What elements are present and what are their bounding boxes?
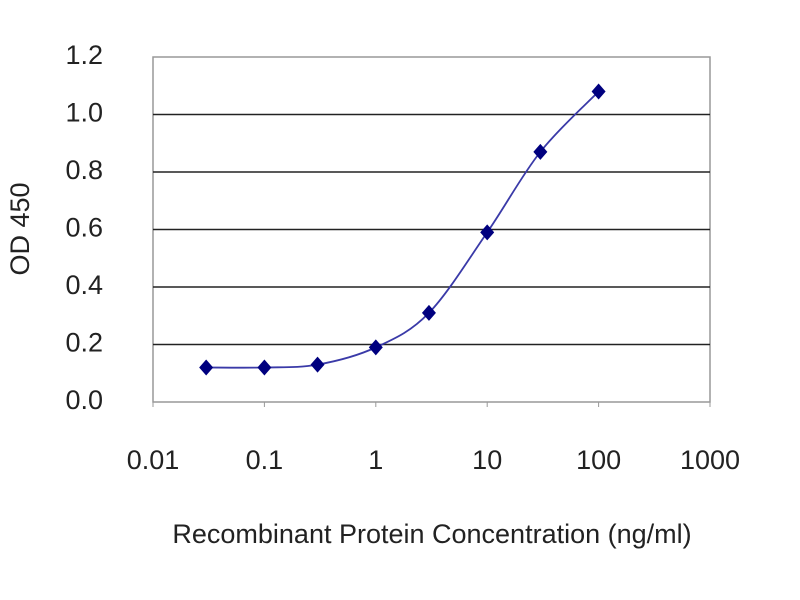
y-tick-label: 0.4 bbox=[65, 270, 103, 300]
x-tick-label: 10 bbox=[472, 445, 502, 475]
y-tick-label: 0.6 bbox=[65, 213, 103, 243]
y-axis-title: OD 450 bbox=[5, 182, 35, 275]
data-point bbox=[199, 359, 214, 376]
data-point bbox=[310, 356, 325, 373]
y-tick-label: 0.8 bbox=[65, 155, 103, 185]
data-point bbox=[591, 83, 606, 100]
data-point bbox=[421, 304, 436, 321]
y-tick-label: 0.2 bbox=[65, 328, 103, 358]
data-point bbox=[533, 143, 548, 160]
y-tick-label: 0.0 bbox=[65, 385, 103, 415]
data-point bbox=[368, 339, 383, 356]
x-tick-label: 0.01 bbox=[127, 445, 180, 475]
data-point bbox=[480, 224, 495, 241]
x-tick-label: 1 bbox=[368, 445, 383, 475]
y-tick-label: 1.2 bbox=[65, 40, 103, 70]
x-tick-label: 1000 bbox=[680, 445, 740, 475]
x-tick-label: 0.1 bbox=[246, 445, 284, 475]
x-axis-title: Recombinant Protein Concentration (ng/ml… bbox=[172, 519, 691, 549]
data-point bbox=[257, 359, 272, 376]
x-tick-label: 100 bbox=[576, 445, 621, 475]
y-tick-label: 1.0 bbox=[65, 98, 103, 128]
